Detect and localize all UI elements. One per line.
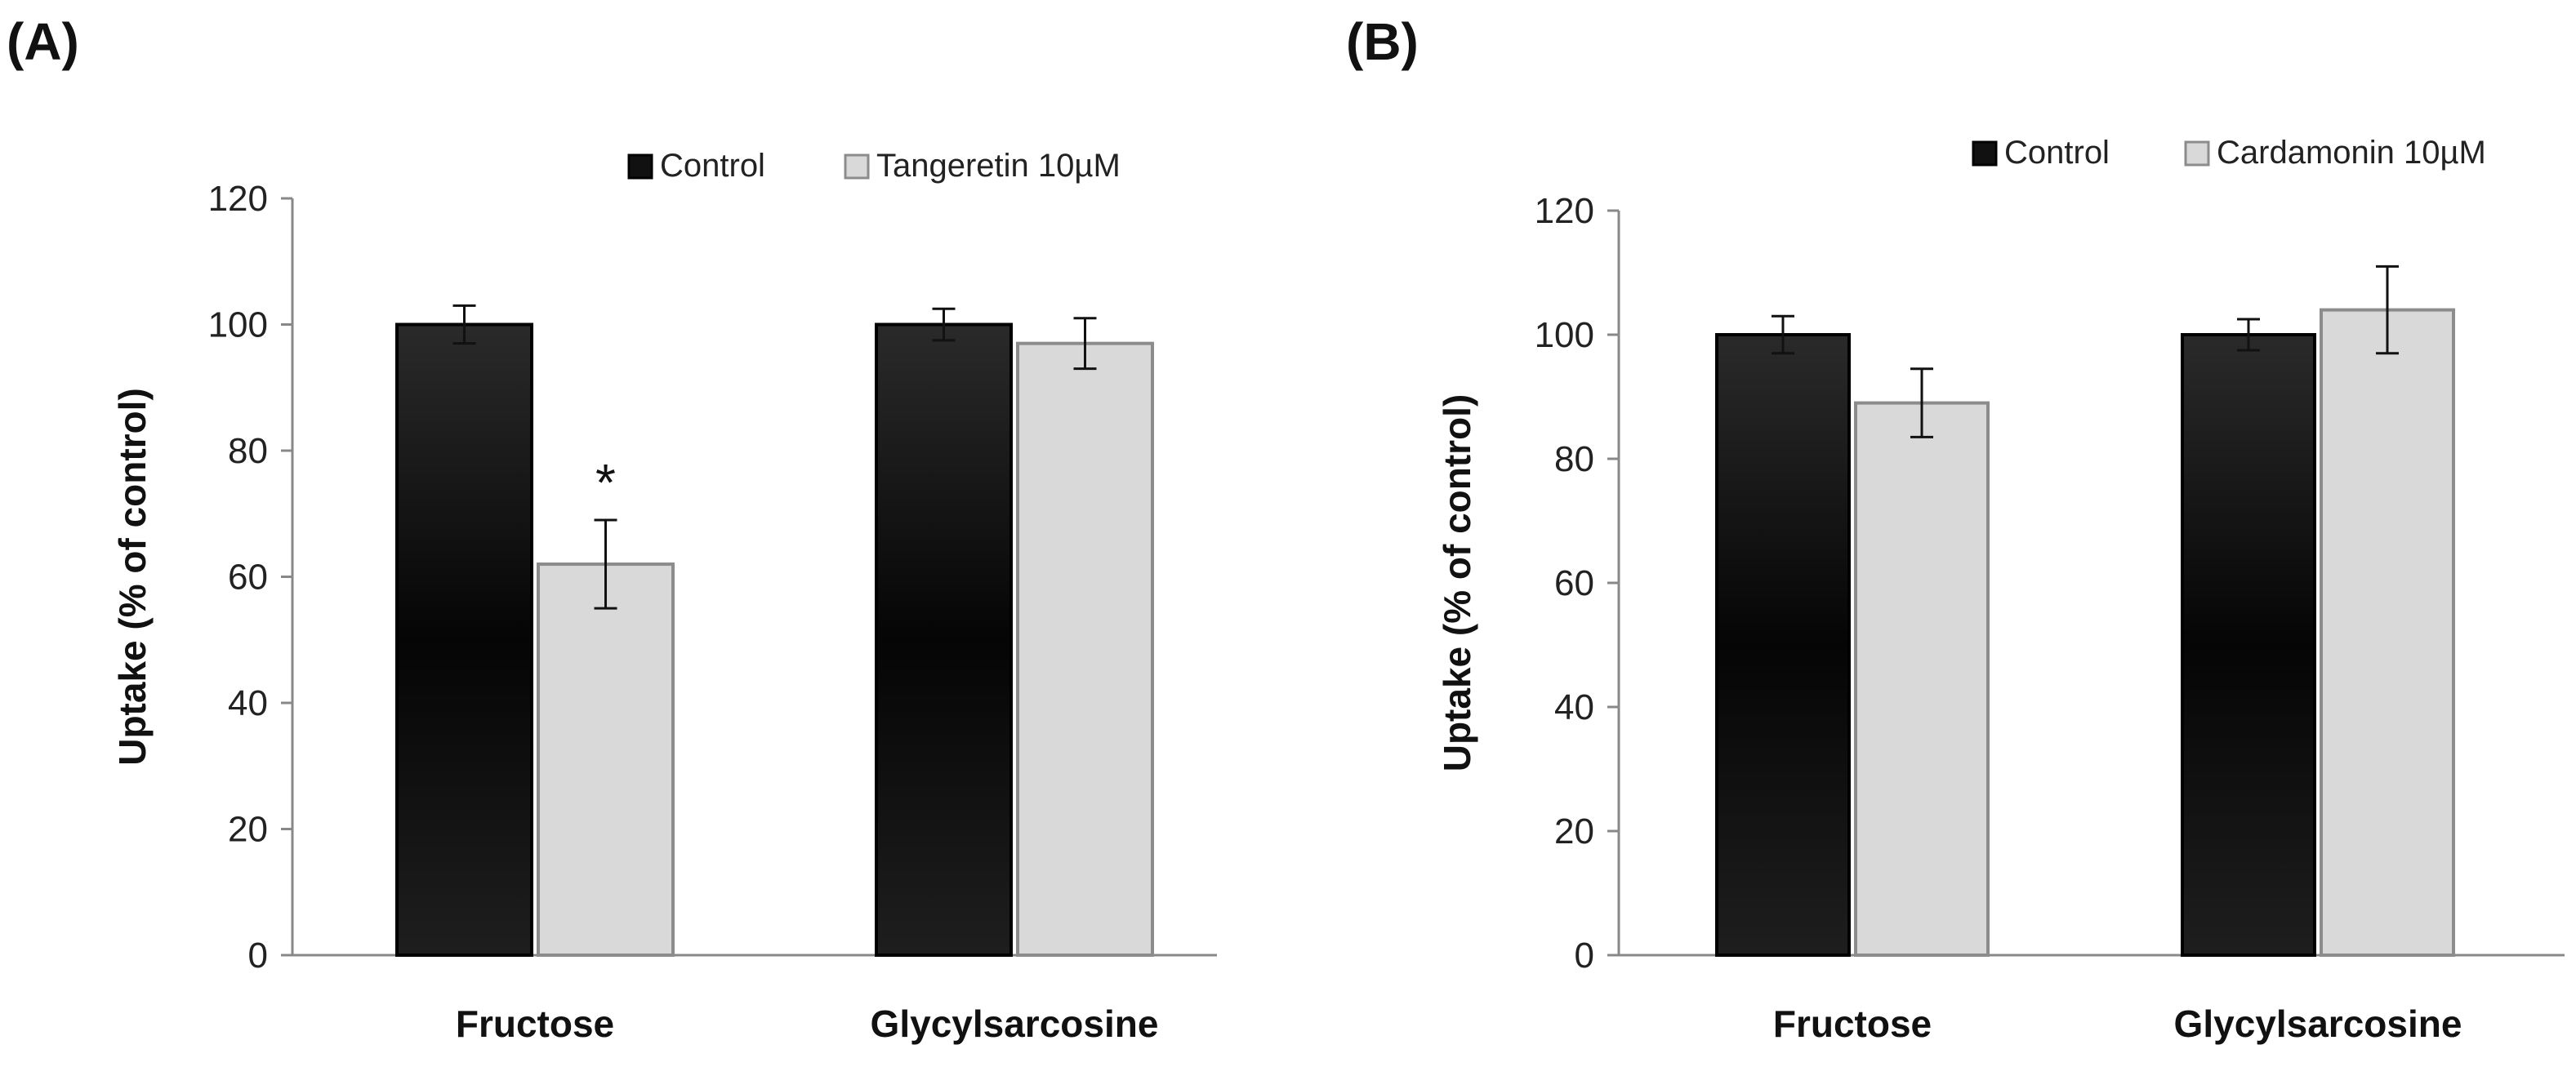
panel-a-y-tick-label: 120 (208, 179, 268, 219)
panel-a-legend-swatch-treatment (844, 153, 870, 180)
panel-b-y-tick-label: 80 (1554, 439, 1594, 479)
panel-a-bar-fructose-control (395, 322, 533, 957)
panel-a-y-tick-label: 20 (228, 810, 268, 850)
panel-b-bar-fructose-treatment (1854, 401, 1990, 958)
panel-a-category-label-fructose: Fructose (456, 1003, 614, 1045)
panel-a-y-axis-label: Uptake (% of control) (111, 388, 154, 766)
panel-a-y-tick-label: 60 (228, 558, 268, 598)
panel-b-legend-swatch-control (1972, 140, 1998, 167)
panel-a-legend-label-control: Control (660, 148, 765, 184)
panel-b-y-axis-label: Uptake (% of control) (1436, 394, 1478, 772)
panel-a-significance-marker: * (595, 453, 616, 512)
panel-b-bar-glycylsarcosine-treatment (2320, 308, 2455, 958)
panel-b-y-tick-label: 120 (1535, 191, 1594, 231)
panel-b-legend-label-treatment: Cardamonin 10µM (2217, 135, 2486, 171)
panel-b-category-label-fructose: Fructose (1773, 1003, 1932, 1045)
panel-b-y-tick-label: 0 (1575, 936, 1594, 976)
panel-b-y-tick-label: 60 (1554, 563, 1594, 603)
panel-a-y-tick-label: 100 (208, 305, 268, 345)
panel-a-legend-swatch-control (627, 153, 653, 180)
panel-label-a: (A) (7, 12, 79, 71)
panel-a-bar-fructose-treatment (537, 562, 675, 957)
panel-a-category-label-glycylsarcosine: Glycylsarcosine (871, 1003, 1159, 1045)
panel-b-legend-swatch-treatment (2184, 140, 2210, 167)
panel-b-category-label-glycylsarcosine: Glycylsarcosine (2174, 1003, 2462, 1045)
panel-a-y-tick-label: 40 (228, 683, 268, 723)
panel-b-y-tick-label: 20 (1554, 811, 1594, 851)
panel-label-b: (B) (1346, 12, 1419, 71)
panel-a-y-tick-label: 0 (248, 936, 268, 976)
panel-a-legend-label-treatment: Tangeretin 10µM (876, 148, 1121, 184)
panel-b-y-tick-label: 100 (1535, 315, 1594, 355)
panel-b-bar-glycylsarcosine-control (2181, 333, 2316, 957)
panel-b-y-tick-label: 40 (1554, 687, 1594, 727)
panel-a-bar-glycylsarcosine-control (875, 322, 1013, 957)
panel-b-legend-label-control: Control (2004, 135, 2110, 171)
panel-a-y-tick-label: 80 (228, 431, 268, 471)
panel-b-bar-fructose-control (1715, 333, 1851, 957)
panel-a-bar-glycylsarcosine-treatment (1016, 341, 1154, 957)
